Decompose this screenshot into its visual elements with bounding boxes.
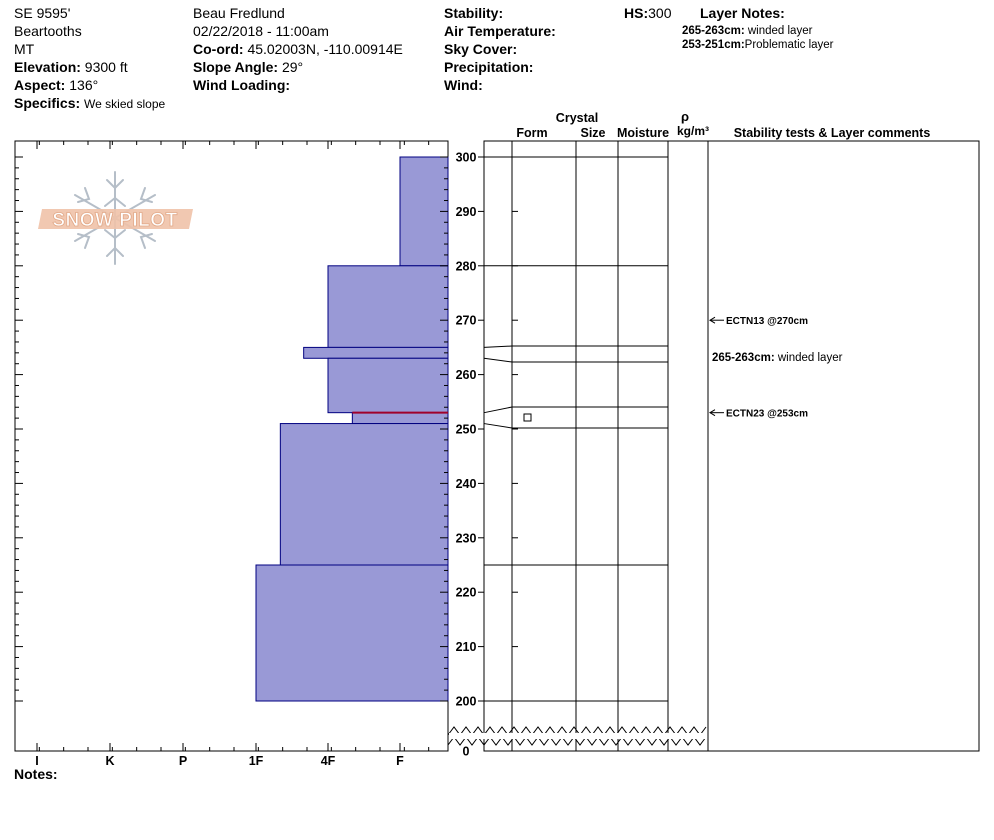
hardness-layer-bar [327,357,449,414]
depth-tick-label: 250 [456,423,477,437]
comments-heading: Stability tests & Layer comments [734,126,931,140]
observation-datetime: 02/22/2018 - 11:00am [193,23,329,39]
specifics-row: Specifics: We skied slope [14,94,165,113]
layer-note: 253-251cm:Problematic layer [682,38,834,52]
logo-text: SNOW PILOT [52,210,177,231]
size-heading: Size [580,126,605,140]
stability-comments: ECTN13 @270cm ECTN23 @253cm 265-263cm: win… [709,316,843,420]
layer-connector [483,345,513,348]
moisture-heading: Moisture [617,126,669,140]
specifics-label: Specifics: [14,95,81,111]
specifics-value: We skied slope [84,97,166,111]
mountain-range: Beartooths [14,23,82,39]
hs-label: HS: [624,5,649,21]
layer-notes-heading: Layer Notes: [700,5,785,21]
comment-arrowhead [709,409,716,417]
depth-tick-label: 210 [456,640,477,654]
coord-label: Co-ord: [193,41,244,57]
crystal-table-layers [483,156,668,702]
coord-row: Co-ord: 45.02003N, -110.00914E [193,40,403,58]
hardness-layer-bar [327,265,449,348]
crystal-table-columns [511,141,669,751]
hardness-axis: I K P 1F 4F F [15,141,448,768]
layer-note-text: Problematic layer [744,39,834,51]
depth-axis: 0 200 210 220 230 240 250 260 270 280 290 300 [456,151,484,759]
hardness-tick-label: 4F [321,754,336,768]
aspect-label: Aspect: [14,77,66,93]
layer-note-text: winded layer [744,25,813,37]
state: MT [14,41,35,57]
crystal-heading: Crystal [556,111,598,125]
layer-note-range: 253-251cm: [682,39,745,51]
layer-note: 265-263cm: winded layer [682,24,812,38]
aspect-row: Aspect: 136° [14,76,98,94]
hardness-layer-bar [351,412,449,425]
layer-comment-range: 265-263cm: [712,352,775,364]
density-unit: kg/m³ [677,124,709,138]
layer-connector [483,423,513,429]
aspect-value: 136° [69,77,99,93]
precipitation-row: Precipitation: [444,58,533,76]
elevation-row: Elevation: 9300 ft [14,58,128,76]
layer-connector [483,406,513,414]
stability-test-label: ECTN23 @253cm [726,409,808,420]
elevation-value: 9300 ft [84,59,128,75]
hardness-bars [255,156,449,702]
layer-note-range: 265-263cm: [682,25,745,37]
sky-cover-label: Sky Cover: [444,41,518,57]
stability-test-label: ECTN13 @270cm [726,316,808,327]
depth-tick-label: 300 [456,151,477,165]
density-symbol: ρ [681,109,689,124]
hardness-tick-label: F [396,754,404,768]
depth-tick-label: 200 [456,695,477,709]
depth-tick-label: 0 [463,745,470,759]
hardness-tick-label: 1F [249,754,264,768]
slope-angle-label: Slope Angle: [193,59,279,75]
hardness-layer-bar [255,564,449,702]
coord-value: 45.02003N, -110.00914E [247,41,403,57]
depth-tick-label: 280 [456,259,477,273]
precipitation-label: Precipitation: [444,59,534,75]
slope-aspect-elevation: SE 9595' [14,5,71,21]
depth-tick-label: 270 [456,314,477,328]
slope-angle-value: 29° [281,59,304,75]
depth-tick-label: 240 [456,477,477,491]
elevation-label: Elevation: [14,59,81,75]
hs-value: 300 [648,5,672,21]
hs-row: HS:300 [624,4,671,22]
stability-label: Stability: [444,5,504,21]
wind-row: Wind: [444,76,483,94]
axis-break-zigzag [447,726,707,746]
observer-name: Beau Fredlund [193,5,285,21]
depth-tick-label: 230 [456,531,477,545]
crystal-table-frame [483,140,709,752]
depth-tick-label: 220 [456,586,477,600]
wind-loading-label: Wind Loading: [193,77,291,93]
hardness-layer-bar [279,423,449,566]
stability-row: Stability: [444,4,503,22]
layer-connector [483,357,513,363]
axis-break-gap [449,733,707,739]
sky-cover-row: Sky Cover: [444,40,517,58]
layer-comment: 265-263cm: winded layer [712,352,843,364]
hardness-layer-bar [303,346,449,359]
air-temperature-label: Air Temperature: [444,23,556,39]
hardness-tick-label: K [105,754,114,768]
comment-arrowhead [709,316,716,324]
grain-form-symbol [523,413,532,422]
snowpilot-logo: SNOW PILOT [38,171,193,265]
wind-label: Wind: [444,77,483,93]
hardness-tick-label: I [35,754,38,768]
comments-panel-frame [707,140,980,752]
layer-comment-text: winded layer [775,352,843,364]
notes-label: Notes: [14,766,58,782]
slope-angle-row: Slope Angle: 29° [193,58,303,76]
wind-loading-row: Wind Loading: [193,76,290,94]
depth-tick-label: 260 [456,368,477,382]
hardness-tick-label: P [179,754,187,768]
depth-tick-label: 290 [456,205,477,219]
air-temperature-row: Air Temperature: [444,22,556,40]
form-heading: Form [516,126,547,140]
